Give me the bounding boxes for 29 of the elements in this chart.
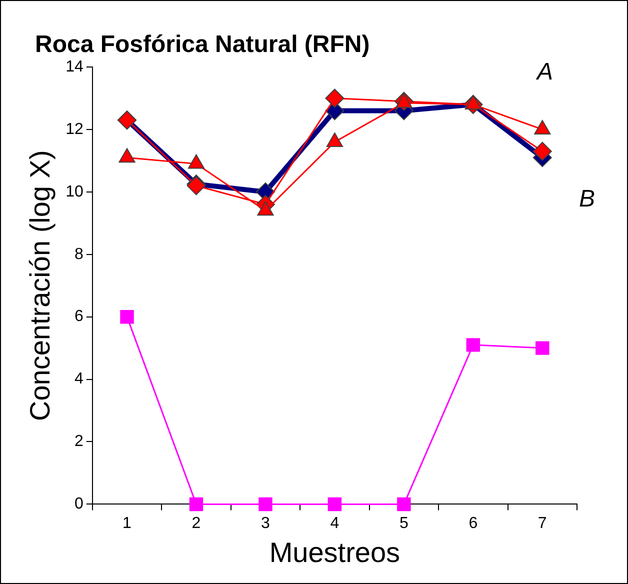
point bbox=[397, 497, 411, 512]
text: B bbox=[578, 186, 596, 213]
point bbox=[328, 497, 342, 512]
y-tick-label: 10 bbox=[66, 183, 84, 200]
y-axis-title: Concentración (log X) bbox=[24, 150, 56, 422]
y-tick-label: 4 bbox=[74, 370, 84, 388]
chart-title: Roca Fosfórica Natural (RFN) bbox=[35, 31, 370, 59]
point bbox=[532, 142, 552, 161]
y-tick-label: 6 bbox=[74, 308, 84, 326]
y-tick-label: 0 bbox=[74, 496, 84, 513]
x-axis-title: Muestreos bbox=[269, 536, 400, 568]
x-tick-label: 1 bbox=[122, 515, 132, 532]
y-tick-label: 14 bbox=[66, 58, 84, 76]
y-tick-label: 2 bbox=[74, 433, 84, 450]
x-tick-label: 2 bbox=[192, 515, 201, 532]
y-tick-label: 12 bbox=[66, 120, 84, 138]
point bbox=[325, 88, 344, 108]
point bbox=[258, 497, 272, 512]
x-tick-label: 3 bbox=[261, 515, 270, 532]
x-tick-label: 6 bbox=[468, 515, 478, 532]
y-tick-label: 8 bbox=[74, 246, 84, 263]
x-tick-label: 5 bbox=[399, 515, 408, 532]
point bbox=[120, 310, 134, 324]
point bbox=[466, 338, 480, 352]
point bbox=[189, 497, 204, 512]
x-tick-label: 7 bbox=[538, 515, 547, 532]
annotation: A bbox=[534, 58, 554, 86]
point bbox=[536, 341, 550, 355]
x-tick-label: 4 bbox=[330, 515, 340, 532]
